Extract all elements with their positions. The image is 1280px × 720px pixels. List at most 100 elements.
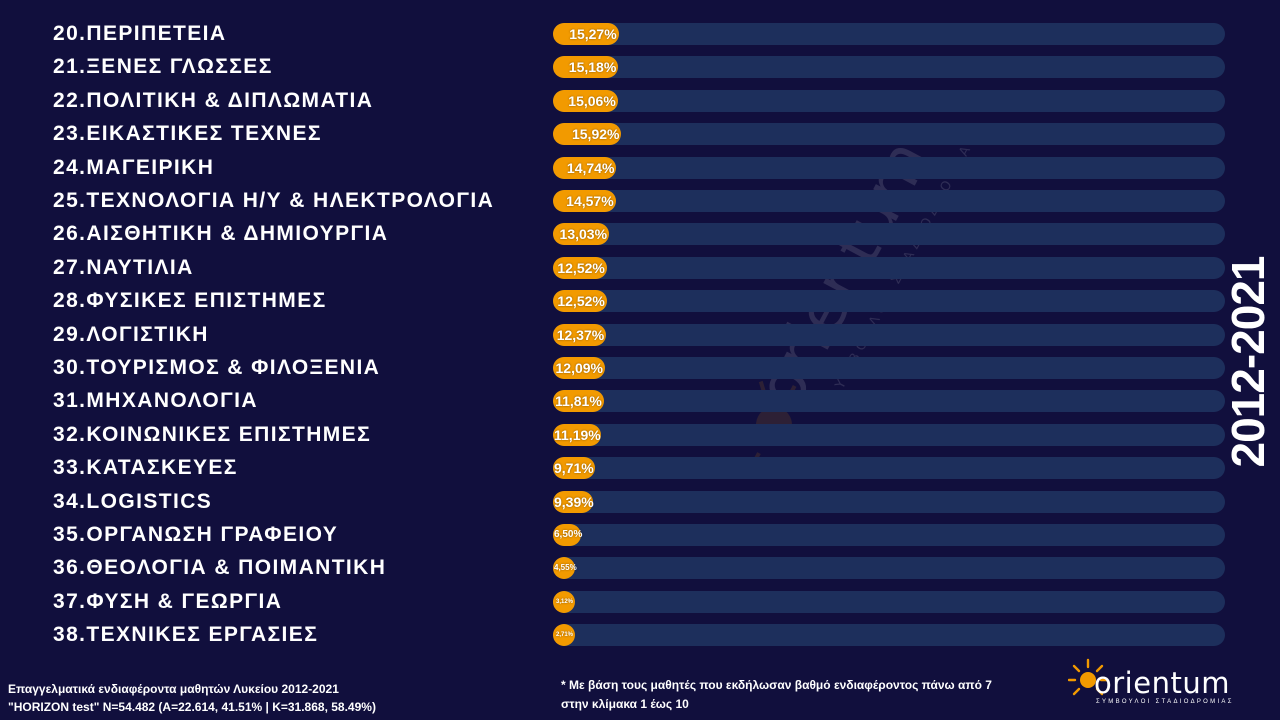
- category-label: 26.ΑΙΣΘΗΤΙΚΗ & ΔΗΜΙΟΥΡΓΙΑ: [53, 222, 389, 246]
- bar: [553, 557, 575, 580]
- bar-track: [553, 423, 1225, 446]
- category-label: 38.ΤΕΧΝΙΚΕΣ ΕΡΓΑΣΙΕΣ: [53, 623, 319, 647]
- bar: [553, 624, 575, 647]
- bar-row: 37.ΦΥΣΗ & ΓΕΩΡΓΙΑ 3,12%: [0, 585, 1280, 619]
- footer-line-2: "HORIZON test" N=54.482 (A=22.614, 41.51…: [8, 700, 376, 714]
- value-label: 12,37%: [556, 326, 605, 343]
- bar-row: 26.ΑΙΣΘΗΤΙΚΗ & ΔΗΜΙΟΥΡΓΙΑ 13,03%: [0, 217, 1280, 251]
- bar-track: [553, 56, 1225, 79]
- bar-track: [553, 223, 1225, 246]
- value-label: 9,39%: [554, 493, 594, 510]
- bar: [553, 56, 619, 79]
- value-label: 4,55%: [554, 563, 577, 573]
- bar-track: [553, 290, 1225, 313]
- bar: [553, 156, 617, 179]
- bar-row: 34.LOGISTICS 9,39%: [0, 485, 1280, 519]
- bar: [553, 290, 607, 313]
- category-label: 32.ΚΟΙΝΩΝΙΚΕΣ ΕΠΙΣΤΗΜΕΣ: [53, 422, 372, 446]
- bar: [553, 223, 610, 246]
- bar-row: 25.ΤΕΧΝΟΛΟΓΙΑ Η/Υ & ΗΛΕΚΤΡΟΛΟΓΙΑ 14,57%: [0, 184, 1280, 218]
- category-label: 20.ΠΕΡΙΠΕΤΕΙΑ: [53, 22, 227, 45]
- category-label: 37.ΦΥΣΗ & ΓΕΩΡΓΙΑ: [53, 589, 283, 613]
- bar: [553, 323, 607, 346]
- bar: [553, 590, 575, 613]
- category-label: 28.ΦΥΣΙΚΕΣ ΕΠΙΣΤΗΜΕΣ: [53, 289, 327, 313]
- value-label: 15,92%: [571, 126, 620, 143]
- category-label: 21.ΞΕΝΕΣ ΓΛΩΣΣΕΣ: [53, 55, 273, 79]
- category-label: 29.ΛΟΓΙΣΤΙΚΗ: [53, 322, 209, 346]
- bar-row: 22.ΠΟΛΙΤΙΚΗ & ΔΙΠΛΩΜΑΤΙΑ 15,06%: [0, 84, 1280, 118]
- bar: [553, 524, 581, 546]
- bar-row: 23.ΕΙΚΑΣΤΙΚΕΣ ΤΕΧΝΕΣ 15,92%: [0, 117, 1280, 151]
- category-label: 25.ΤΕΧΝΟΛΟΓΙΑ Η/Υ & ΗΛΕΚΤΡΟΛΟΓΙΑ: [53, 189, 495, 212]
- value-label: 11,19%: [554, 426, 601, 443]
- bar: [553, 123, 622, 146]
- bar-row: 36.ΘΕΟΛΟΓΙΑ & ΠΟΙΜΑΝΤΙΚΗ 4,55%: [0, 551, 1280, 585]
- bar-track: [553, 323, 1225, 346]
- logo-tagline: ΣΥΜΒΟΥΛΟΙ ΣΤΑΔΙΟΔΡΟΜΙΑΣ: [1096, 699, 1234, 705]
- bar-row: 28.ΦΥΣΙΚΕΣ ΕΠΙΣΤΗΜΕΣ 12,52%: [0, 284, 1280, 318]
- bar-row: 31.ΜΗΧΑΝΟΛΟΓΙΑ 11,81%: [0, 384, 1280, 418]
- bar-track: [553, 624, 1225, 647]
- bar: [553, 390, 604, 413]
- bar: [553, 423, 602, 446]
- category-label: 34.LOGISTICS: [53, 489, 213, 513]
- category-label: 35.ΟΡΓΑΝΩΣΗ ΓΡΑΦΕΙΟΥ: [53, 523, 339, 546]
- bar-row: 32.ΚΟΙΝΩΝΙΚΕΣ ΕΠΙΣΤΗΜΕΣ 11,19%: [0, 418, 1280, 452]
- logo-word: orientum: [1094, 666, 1230, 700]
- bar-track: [553, 23, 1225, 45]
- value-label: 13,03%: [559, 226, 608, 243]
- value-label: 11,81%: [555, 393, 602, 410]
- bar-track: [553, 357, 1225, 379]
- bar-row: 33.ΚΑΤΑΣΚΕΥΕΣ 9,71%: [0, 451, 1280, 485]
- bar: [553, 190, 616, 212]
- bar-row: 35.ΟΡΓΑΝΩΣΗ ΓΡΑΦΕΙΟΥ 6,50%: [0, 518, 1280, 552]
- category-label: 22.ΠΟΛΙΤΙΚΗ & ΔΙΠΛΩΜΑΤΙΑ: [53, 88, 374, 112]
- bar: [553, 23, 619, 45]
- value-label: 15,06%: [568, 92, 616, 109]
- footer-line-1: Επαγγελματικά ενδιαφέροντα μαθητών Λυκεί…: [8, 682, 339, 696]
- category-label: 23.ΕΙΚΑΣΤΙΚΕΣ ΤΕΧΝΕΣ: [53, 122, 322, 146]
- category-label: 30.ΤΟΥΡΙΣΜΟΣ & ΦΙΛΟΞΕΝΙΑ: [53, 356, 381, 379]
- bar-row: 21.ΞΕΝΕΣ ΓΛΩΣΣΕΣ 15,18%: [0, 50, 1280, 84]
- value-label: 6,50%: [554, 529, 583, 540]
- bar-row: 24.ΜΑΓΕΙΡΙΚΗ 14,74%: [0, 151, 1280, 185]
- value-label: 3,12%: [555, 598, 573, 605]
- category-label: 24.ΜΑΓΕΙΡΙΚΗ: [53, 155, 215, 179]
- bar-track: [553, 457, 1225, 480]
- bar: [553, 256, 607, 279]
- bar-track: [553, 524, 1225, 546]
- value-label: 14,57%: [566, 193, 614, 209]
- category-label: 31.ΜΗΧΑΝΟΛΟΓΙΑ: [53, 389, 258, 413]
- bar: [553, 457, 595, 480]
- value-label: 12,52%: [557, 259, 605, 276]
- bar-track: [553, 123, 1225, 146]
- bar-row: 29.ΛΟΓΙΣΤΙΚΗ 12,37%: [0, 318, 1280, 352]
- bar-row: 30.ΤΟΥΡΙΣΜΟΣ & ΦΙΛΟΞΕΝΙΑ 12,09%: [0, 351, 1280, 385]
- value-label: 15,18%: [568, 59, 617, 76]
- value-label: 15,27%: [569, 26, 617, 42]
- bar-track: [553, 190, 1225, 212]
- bar-track: [553, 256, 1225, 279]
- bar: [553, 357, 605, 379]
- value-label: 12,52%: [557, 293, 605, 310]
- bar-track: [553, 156, 1225, 179]
- sun-logo-icon: [1068, 658, 1108, 696]
- bar-track: [553, 590, 1225, 613]
- bar-track: [553, 390, 1225, 413]
- category-label: 33.ΚΑΤΑΣΚΕΥΕΣ: [53, 456, 238, 480]
- category-label: 36.ΘΕΟΛΟΓΙΑ & ΠΟΙΜΑΝΤΙΚΗ: [53, 556, 387, 580]
- bar: [553, 490, 594, 513]
- category-label: 27.ΝΑΥΤΙΛΙΑ: [53, 255, 194, 279]
- bar-row: 20.ΠΕΡΙΠΕΤΕΙΑ 15,27%: [0, 17, 1280, 51]
- bar-track: [553, 490, 1225, 513]
- bar: [553, 89, 618, 112]
- orientum-logo: orientum ΣΥΜΒΟΥΛΟΙ ΣΤΑΔΙΟΔΡΟΜΙΑΣ: [1068, 654, 1238, 710]
- bar-track: [553, 557, 1225, 580]
- bar-track: [553, 89, 1225, 112]
- value-label: 14,74%: [566, 159, 615, 176]
- footer-note: * Με βάση τους μαθητές που εκδήλωσαν βαθ…: [561, 678, 992, 711]
- bar-row: 38.ΤΕΧΝΙΚΕΣ ΕΡΓΑΣΙΕΣ 2,71%: [0, 618, 1280, 652]
- bar-row: 27.ΝΑΥΤΙΛΙΑ 12,52%: [0, 251, 1280, 285]
- footer-source: Επαγγελματικά ενδιαφέροντα μαθητών Λυκεί…: [8, 680, 376, 716]
